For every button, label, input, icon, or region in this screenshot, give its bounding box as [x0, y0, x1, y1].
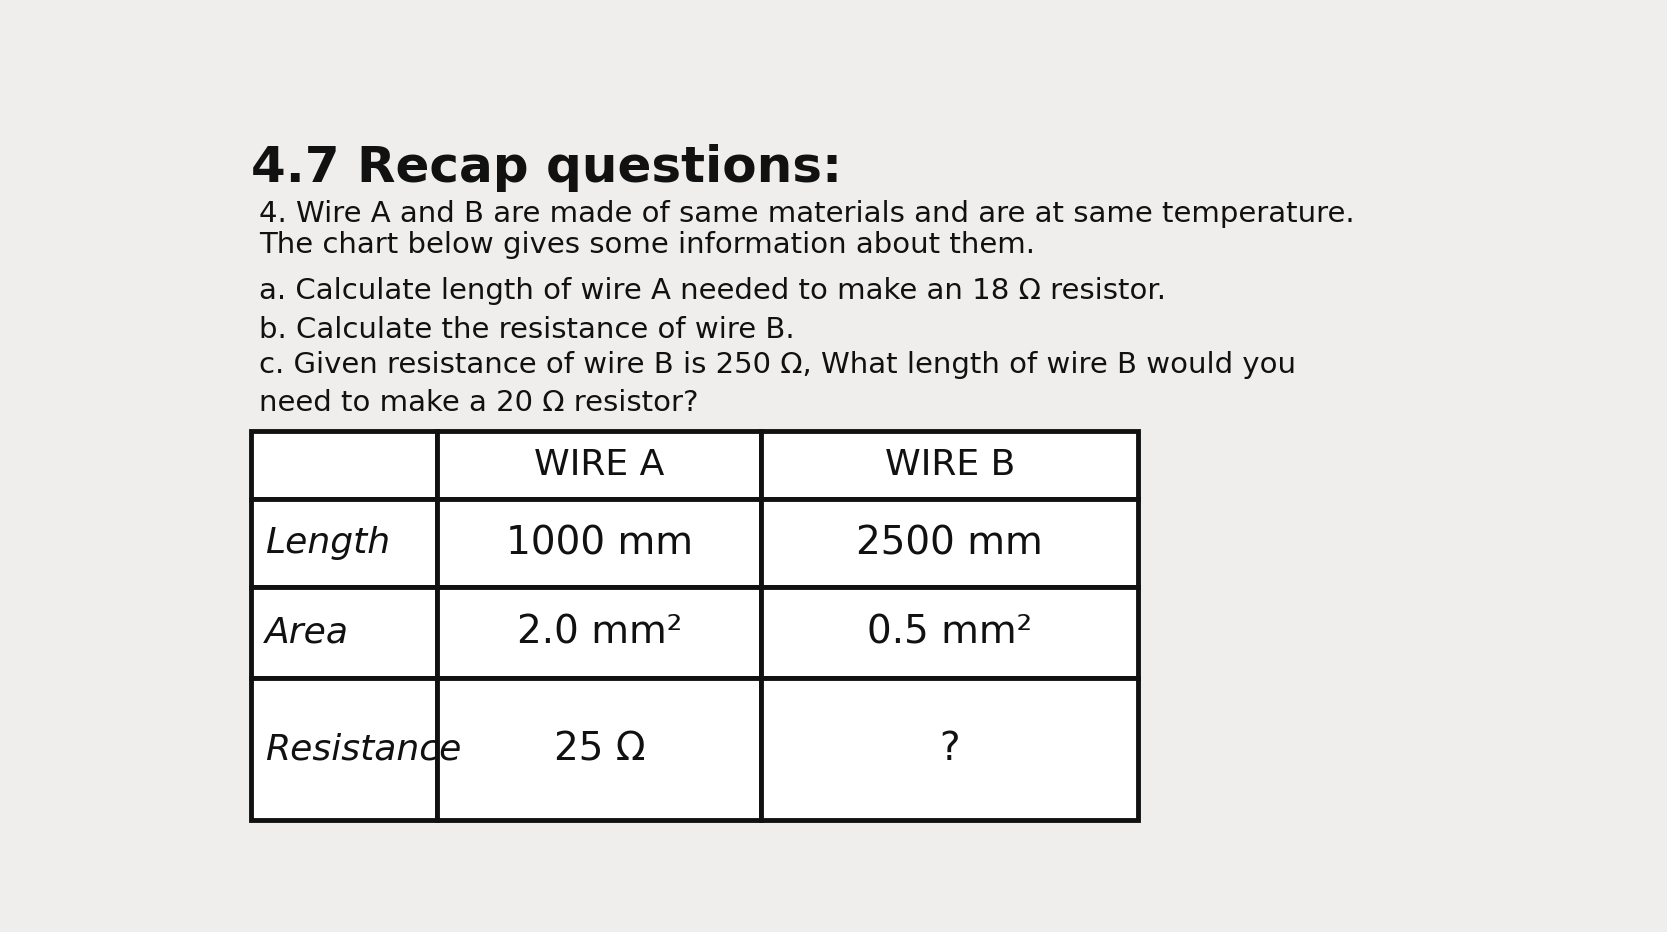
- Text: The chart below gives some information about them.: The chart below gives some information a…: [258, 231, 1035, 259]
- Bar: [437, 678, 762, 820]
- Text: 4.7 Recap questions:: 4.7 Recap questions:: [252, 144, 842, 192]
- Text: b. Calculate the resistance of wire B.: b. Calculate the resistance of wire B.: [258, 316, 795, 344]
- Text: ?: ?: [940, 731, 960, 768]
- Text: 0.5 mm²: 0.5 mm²: [867, 613, 1032, 651]
- Bar: [762, 432, 1139, 500]
- Text: 1000 mm: 1000 mm: [505, 524, 693, 562]
- Text: a. Calculate length of wire A needed to make an 18 Ω resistor.: a. Calculate length of wire A needed to …: [258, 278, 1165, 306]
- Bar: [762, 678, 1139, 820]
- Bar: [762, 587, 1139, 678]
- Text: Length: Length: [265, 527, 390, 560]
- Text: WIRE B: WIRE B: [885, 448, 1015, 483]
- Bar: [762, 500, 1139, 587]
- Text: c. Given resistance of wire B is 250 Ω, What length of wire B would you: c. Given resistance of wire B is 250 Ω, …: [258, 350, 1295, 378]
- Text: need to make a 20 Ω resistor?: need to make a 20 Ω resistor?: [258, 389, 698, 417]
- Text: 4. Wire A and B are made of same materials and are at same temperature.: 4. Wire A and B are made of same materia…: [258, 200, 1354, 228]
- Bar: [252, 432, 437, 500]
- Text: 2500 mm: 2500 mm: [857, 524, 1044, 562]
- Text: Area: Area: [265, 616, 348, 650]
- Bar: [252, 500, 437, 587]
- Bar: [437, 500, 762, 587]
- Text: 25 Ω: 25 Ω: [553, 731, 645, 768]
- Bar: [252, 678, 437, 820]
- Bar: [252, 587, 437, 678]
- Text: 2.0 mm²: 2.0 mm²: [517, 613, 682, 651]
- Text: WIRE A: WIRE A: [533, 448, 665, 483]
- Text: Resistance: Resistance: [265, 733, 462, 766]
- Bar: [437, 432, 762, 500]
- Bar: [437, 587, 762, 678]
